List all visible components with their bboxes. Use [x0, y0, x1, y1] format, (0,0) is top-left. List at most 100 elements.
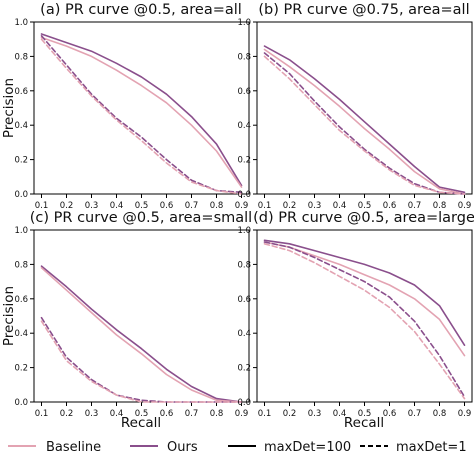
panel-b-frame — [256, 21, 473, 195]
panel-a-xtick-label-5: 0.6 — [160, 201, 174, 211]
panel-b-xtick-label-4: 0.5 — [358, 201, 372, 211]
panel-b-marks: 0.1 0.2 0.3 0.4 0.5 0.6 0.7 0.8 0.90.00.20.40.60… — [237, 18, 471, 211]
panel-d-ytick-label-5: 1.0 — [237, 226, 251, 236]
panel-d-xtick-label-6: 0.7 — [408, 409, 422, 419]
legend: Baseline Ours maxDet=100 maxDet=1 — [8, 440, 467, 455]
panel-a-xtick-label-0: 0.1 — [35, 201, 49, 211]
panel-d-ytick-label-2: 0.4 — [237, 329, 251, 339]
legend-label-maxdet-100: maxDet=100 — [264, 440, 351, 455]
panel-b-xtick-label-2: 0.3 — [308, 201, 322, 211]
panel-b-ytick-label-1: 0.2 — [237, 156, 251, 166]
panel-a-ytick-label-2: 0.4 — [14, 121, 28, 131]
panel-a-xtick-label-8: 0.9 — [235, 201, 249, 211]
panel-a-ytick-label-3: 0.6 — [14, 87, 28, 97]
panel-a-ytick-label-0: 0.0 — [14, 190, 28, 200]
panel-c-xtick-label-0: 0.1 — [35, 409, 49, 419]
panel-d-xlabel: Recall — [344, 415, 384, 431]
panel-b: (b) PR curve @0.75, area=all 0.1 0.2 0.3 0.… — [237, 2, 473, 211]
panel-c-frame — [33, 229, 250, 403]
panel-b-series-ours-maxdet-1 — [263, 52, 466, 195]
panel-d-series-ours-maxdet-1 — [263, 241, 466, 398]
panel-a-series-ours-maxdet-100 — [40, 33, 243, 187]
panel-d-marks: 0.1 0.2 0.3 0.4 0.5 0.6 0.7 0.8 0.90.00.20.40.60… — [237, 226, 471, 419]
panel-a-xtick-label-7: 0.8 — [210, 201, 224, 211]
panel-c-xtick-label-6: 0.7 — [185, 409, 199, 419]
panel-b-series-baseline-maxdet-100 — [263, 48, 466, 195]
panel-d: (d) PR curve @0.5, area=large 0.1 0.2 0.3 0… — [237, 210, 474, 431]
panel-d-xtick-label-5: 0.6 — [383, 409, 397, 419]
panel-c: (c) PR curve @0.5, area=small 0.1 0.2 0.3 0… — [1, 210, 252, 431]
panel-b-xtick-label-8: 0.9 — [458, 201, 472, 211]
panel-a-ylabel: Precision — [1, 78, 17, 138]
panel-d-xtick-label-2: 0.3 — [308, 409, 322, 419]
panel-d-title: (d) PR curve @0.5, area=large — [253, 210, 474, 226]
panel-c-xtick-label-5: 0.6 — [160, 409, 174, 419]
panel-b-xtick-label-1: 0.2 — [283, 201, 297, 211]
panel-b-ytick-label-4: 0.8 — [237, 52, 251, 62]
panel-a-series-baseline-maxdet-1 — [40, 38, 243, 195]
panel-b-xtick-label-0: 0.1 — [258, 201, 272, 211]
panel-c-ytick-label-4: 0.8 — [14, 260, 28, 270]
panel-c-ytick-label-3: 0.6 — [14, 295, 28, 305]
panel-a-ytick-label-5: 1.0 — [14, 18, 28, 28]
panel-c-title: (c) PR curve @0.5, area=small — [30, 210, 252, 226]
panel-a: (a) PR curve @0.5, area=all 0.1 0.2 0.3 0.4… — [1, 2, 250, 211]
panel-c-ylabel: Precision — [1, 286, 17, 346]
panel-a-xtick-label-1: 0.2 — [60, 201, 74, 211]
panel-b-xtick-label-5: 0.6 — [383, 201, 397, 211]
panel-b-series-ours-maxdet-100 — [263, 45, 466, 194]
panel-d-xtick-label-3: 0.4 — [333, 409, 347, 419]
panel-a-title: (a) PR curve @0.5, area=all — [40, 2, 242, 18]
panel-d-xtick-label-7: 0.8 — [433, 409, 447, 419]
panel-d-xtick-label-1: 0.2 — [283, 409, 297, 419]
panel-c-xtick-label-2: 0.3 — [85, 409, 99, 419]
panel-d-frame — [256, 229, 473, 403]
panel-c-ytick-label-0: 0.0 — [14, 398, 28, 408]
panel-d-ytick-label-4: 0.8 — [237, 260, 251, 270]
panel-d-series-ours-maxdet-100 — [263, 239, 466, 347]
panel-a-xtick-label-2: 0.3 — [85, 201, 99, 211]
panel-d-series-baseline-maxdet-100 — [263, 241, 466, 357]
panel-c-xtick-label-4: 0.5 — [135, 409, 149, 419]
panel-b-series-baseline-maxdet-1 — [263, 55, 466, 195]
panel-c-ytick-label-5: 1.0 — [14, 226, 28, 236]
panel-d-xtick-label-0: 0.1 — [258, 409, 272, 419]
panel-b-xtick-label-6: 0.7 — [408, 201, 422, 211]
legend-label-ours: Ours — [167, 440, 198, 455]
panel-c-marks: 0.1 0.2 0.3 0.4 0.5 0.6 0.7 0.8 0.90.00.20.40.60… — [14, 226, 248, 419]
panel-a-xtick-label-4: 0.5 — [135, 201, 149, 211]
panel-a-marks: 0.1 0.2 0.3 0.4 0.5 0.6 0.7 0.8 0.90.00.20.40.60… — [14, 18, 248, 211]
panel-c-xtick-label-8: 0.9 — [235, 409, 249, 419]
panel-b-xtick-label-3: 0.4 — [333, 201, 347, 211]
panel-a-xtick-label-6: 0.7 — [185, 201, 199, 211]
panel-c-xtick-label-7: 0.8 — [210, 409, 224, 419]
panel-d-series-baseline-maxdet-1 — [263, 243, 466, 400]
panel-b-ytick-label-2: 0.4 — [237, 121, 251, 131]
panel-d-xtick-label-8: 0.9 — [458, 409, 472, 419]
panel-d-xtick-label-4: 0.5 — [358, 409, 372, 419]
panel-b-ytick-label-0: 0.0 — [237, 190, 251, 200]
panel-c-xtick-label-3: 0.4 — [110, 409, 124, 419]
panel-c-ytick-label-2: 0.4 — [14, 329, 28, 339]
panel-a-frame — [33, 21, 250, 195]
panel-c-ytick-label-1: 0.2 — [14, 364, 28, 374]
panel-b-title: (b) PR curve @0.75, area=all — [258, 2, 469, 18]
panel-c-xlabel: Recall — [121, 415, 161, 431]
panel-a-series-ours-maxdet-1 — [40, 34, 243, 194]
panel-c-series-baseline-maxdet-1 — [40, 320, 243, 403]
panel-b-ytick-label-3: 0.6 — [237, 87, 251, 97]
legend-label-baseline: Baseline — [46, 440, 101, 455]
panel-d-ytick-label-0: 0.0 — [237, 398, 251, 408]
panel-c-series-baseline-maxdet-100 — [40, 266, 243, 403]
panel-c-xtick-label-1: 0.2 — [60, 409, 74, 419]
panel-d-ytick-label-1: 0.2 — [237, 364, 251, 374]
panel-c-series-ours-maxdet-100 — [40, 265, 243, 403]
panel-d-ytick-label-3: 0.6 — [237, 295, 251, 305]
panel-b-ytick-label-5: 1.0 — [237, 18, 251, 28]
panel-a-ytick-label-1: 0.2 — [14, 156, 28, 166]
panel-c-series-ours-maxdet-1 — [40, 316, 243, 403]
legend-label-maxdet-1: maxDet=1 — [396, 440, 467, 455]
panel-a-ytick-label-4: 0.8 — [14, 52, 28, 62]
panel-a-xtick-label-3: 0.4 — [110, 201, 124, 211]
